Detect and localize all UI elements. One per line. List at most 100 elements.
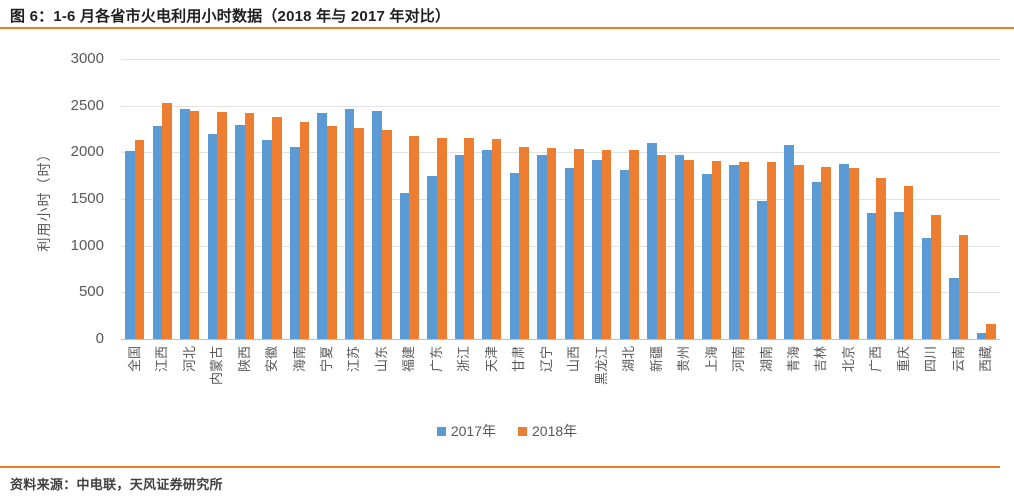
x-axis-label: 山西 (561, 343, 588, 419)
bar-group (258, 59, 285, 339)
bar-2017年 (592, 159, 602, 339)
bar-2018年 (519, 147, 529, 339)
bar-2017年 (949, 278, 959, 339)
x-axis-label-text: 上海 (703, 346, 719, 373)
bar-2018年 (958, 234, 969, 339)
bar-2017年 (427, 176, 437, 339)
x-axis-label-text: 宁夏 (319, 346, 335, 373)
x-axis-label-text: 云南 (950, 346, 966, 373)
bar-2017年 (921, 237, 932, 339)
gridline (121, 59, 1000, 60)
bar-2017年 (482, 150, 492, 339)
legend-item-2018年: 2018年 (518, 421, 577, 441)
legend-label: 2018年 (532, 423, 578, 439)
bar-2018年 (189, 110, 200, 339)
x-axis-label-text: 江西 (154, 346, 170, 373)
bar-2017年 (289, 146, 300, 339)
bar-group (203, 59, 230, 339)
bar-group (890, 59, 917, 339)
gridline (121, 245, 1000, 247)
bar-group (698, 59, 725, 339)
x-axis-label: 四川 (918, 343, 945, 419)
bar-2017年 (729, 165, 740, 339)
x-axis-label-text: 天津 (483, 346, 499, 373)
bar-group (780, 59, 807, 339)
bar-group (588, 59, 615, 339)
x-axis-label-text: 北京 (840, 346, 856, 373)
bar-2018年 (903, 186, 914, 339)
bar-2018年 (656, 154, 667, 339)
x-axis-label: 江苏 (341, 343, 368, 419)
gridline (121, 199, 1000, 200)
x-axis-label-text: 广西 (868, 346, 884, 373)
x-axis-label-text: 山西 (566, 346, 582, 373)
x-axis-label: 全国 (121, 343, 148, 419)
bar-2017年 (152, 126, 163, 339)
bar-group (945, 59, 972, 339)
legend-swatch (518, 426, 527, 436)
bar-group (231, 59, 258, 339)
x-axis-label: 宁夏 (313, 343, 340, 419)
bar-2017年 (180, 108, 190, 339)
bar-2018年 (134, 140, 145, 339)
bar-group (286, 59, 313, 339)
x-axis-label-text: 陕西 (236, 346, 252, 373)
x-axis-label: 吉林 (808, 343, 835, 419)
legend-item-2017年: 2017年 (436, 421, 496, 441)
bar-group (506, 59, 533, 339)
bar-group (615, 59, 642, 339)
y-tick-label: 500 (78, 283, 104, 301)
source-note: 资料来源：中电联，天风证券研究所 (10, 477, 223, 492)
bar-group (341, 59, 368, 339)
bar-group (561, 59, 588, 339)
gridline (121, 292, 1000, 294)
bar-group (396, 59, 423, 339)
x-axis-label: 浙江 (451, 343, 478, 419)
bar-2018年 (162, 102, 172, 339)
x-axis-label: 江西 (148, 343, 175, 419)
x-axis-label: 内蒙古 (203, 343, 230, 419)
x-axis-label-text: 河南 (731, 346, 747, 373)
x-axis-label-text: 安徽 (264, 346, 280, 373)
bar-2017年 (647, 143, 657, 339)
bar-2017年 (399, 192, 410, 339)
x-axis-label: 辽宁 (533, 343, 560, 419)
x-axis-label-text: 辽宁 (538, 346, 554, 373)
bar-2018年 (574, 148, 584, 339)
x-axis-label: 青海 (780, 343, 807, 419)
x-axis-label: 甘肃 (506, 343, 533, 419)
x-axis-label-text: 西藏 (978, 346, 994, 373)
bar-2017年 (372, 111, 382, 339)
bar-2017年 (235, 125, 245, 339)
bar-2017年 (784, 144, 794, 339)
x-axis-label-text: 福建 (401, 346, 417, 373)
gridline (121, 105, 1000, 107)
x-axis-label-text: 黑龙江 (593, 346, 609, 386)
x-axis-label-text: 内蒙古 (209, 346, 225, 386)
y-tick-label: 1000 (70, 236, 104, 254)
x-axis-label-text: 吉林 (813, 346, 829, 373)
bar-2018年 (848, 168, 859, 339)
bar-group (863, 59, 890, 339)
bar-2018年 (684, 160, 694, 339)
bar-2018年 (931, 215, 941, 339)
x-axis-label: 广东 (423, 343, 450, 419)
x-axis-label: 河南 (725, 343, 752, 419)
x-axis-label-text: 四川 (923, 346, 939, 373)
bar-2018年 (986, 323, 996, 339)
bar-2018年 (354, 128, 365, 339)
bar-2017年 (839, 164, 849, 339)
x-axis-label: 海南 (286, 343, 313, 419)
gridline (121, 152, 1000, 154)
bar-2017年 (976, 333, 987, 339)
bar-group (835, 59, 862, 339)
x-axis-label-text: 山东 (373, 346, 389, 373)
bar-2017年 (701, 173, 712, 339)
x-axis-label: 重庆 (890, 343, 917, 419)
bar-2017年 (619, 169, 630, 339)
bar-2018年 (491, 138, 502, 339)
x-axis-label-text: 江苏 (346, 346, 362, 373)
footer-rule (0, 466, 1000, 468)
bar-2018年 (739, 162, 749, 339)
x-axis-label: 陕西 (231, 343, 258, 419)
